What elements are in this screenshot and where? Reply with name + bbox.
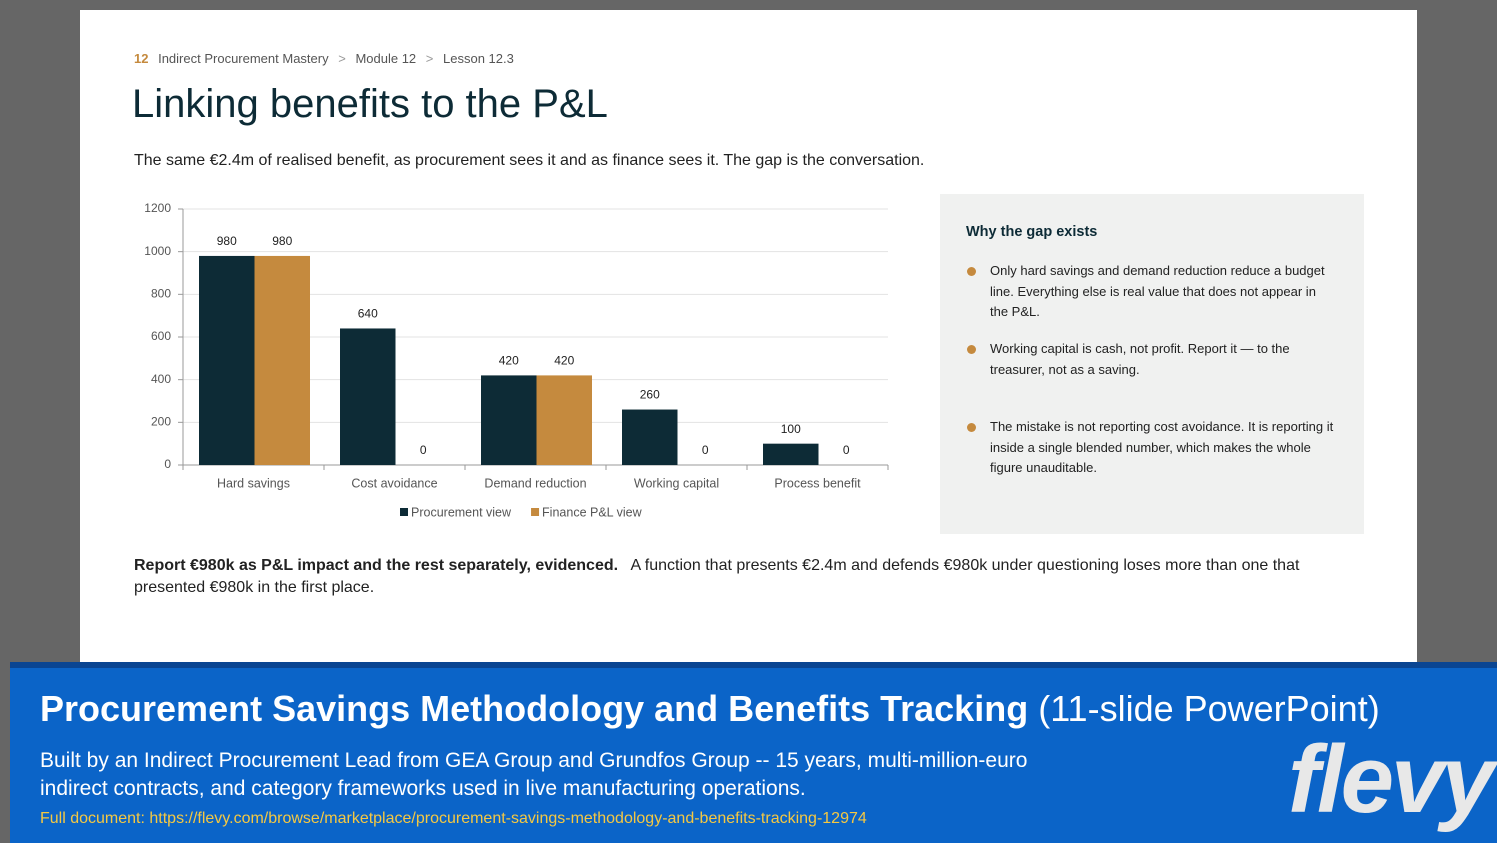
value-label: 980	[217, 234, 237, 248]
panel-heading: Why the gap exists	[966, 224, 1098, 240]
bullet: Working capital is cash, not profit. Rep…	[990, 341, 1290, 377]
banner-link[interactable]: Full document: https://flevy.com/browse/…	[40, 810, 867, 827]
legend-swatch	[531, 508, 540, 516]
conclusion-bold: Report €980k as P&L impact and the rest …	[134, 557, 619, 574]
bar	[340, 328, 396, 465]
breadcrumb: 12 Indirect Procurement Mastery > Module…	[134, 51, 520, 66]
value-label: 0	[420, 443, 427, 457]
crumb: Indirect Procurement Mastery	[158, 51, 329, 66]
banner-title-main: Procurement Savings Methodology and Bene…	[40, 688, 1029, 729]
lesson-number: 12	[134, 51, 149, 66]
value-label: 0	[843, 443, 850, 457]
y-tick-label: 400	[151, 372, 171, 386]
separator: >	[338, 51, 346, 66]
bar	[254, 255, 310, 465]
bar	[199, 255, 255, 465]
bar	[481, 375, 537, 465]
bar	[622, 409, 678, 465]
logo: flevy	[1288, 726, 1495, 833]
bullet-dot	[967, 423, 976, 432]
banner-title-suffix: (11-slide PowerPoint)	[1038, 688, 1380, 729]
value-label: 640	[358, 307, 378, 321]
y-tick-label: 800	[151, 287, 171, 301]
y-tick-label: 1200	[144, 201, 171, 215]
y-tick-label: 600	[151, 329, 171, 343]
slide-title: Linking benefits to the P&L	[132, 82, 608, 126]
bar	[763, 443, 819, 465]
x-tick-label: Hard savings	[217, 476, 290, 490]
value-label: 420	[499, 354, 519, 368]
x-tick-label: Working capital	[634, 476, 719, 490]
bullet: Only hard savings and demand reduction r…	[990, 263, 1325, 319]
legend-label: Procurement view	[411, 505, 512, 519]
crumb: Module 12	[355, 51, 417, 66]
legend-label: Finance P&L view	[542, 505, 643, 519]
banner-title: Procurement Savings Methodology and Bene…	[40, 688, 1380, 730]
y-tick-label: 0	[164, 457, 171, 471]
banner	[10, 662, 1497, 843]
x-tick-label: Cost avoidance	[351, 476, 437, 490]
legend-swatch	[400, 508, 408, 516]
side-panel	[940, 194, 1364, 534]
subtitle: The same €2.4m of realised benefit, as p…	[134, 152, 925, 169]
value-label: 260	[640, 388, 660, 402]
x-tick-label: Process benefit	[774, 476, 861, 490]
y-tick-label: 1000	[144, 244, 171, 258]
value-label: 420	[554, 354, 574, 368]
value-label: 0	[702, 443, 709, 457]
x-tick-label: Demand reduction	[484, 476, 586, 490]
separator: >	[425, 51, 434, 66]
crumb: Lesson 12.3	[443, 51, 514, 66]
y-tick-label: 200	[151, 415, 171, 429]
bullet-dot	[967, 267, 976, 276]
conclusion: Report €980k as P&L impact and the rest …	[134, 555, 1334, 599]
bullet-dot	[967, 345, 976, 354]
bar	[536, 375, 592, 465]
value-label: 100	[781, 422, 801, 436]
banner-description: Built by an Indirect Procurement Lead fr…	[40, 749, 1028, 800]
value-label: 980	[272, 234, 292, 248]
bullet: The mistake is not reporting cost avoida…	[990, 419, 1334, 475]
conclusion-text: A function that presents €2.4m and defen…	[134, 557, 1300, 596]
